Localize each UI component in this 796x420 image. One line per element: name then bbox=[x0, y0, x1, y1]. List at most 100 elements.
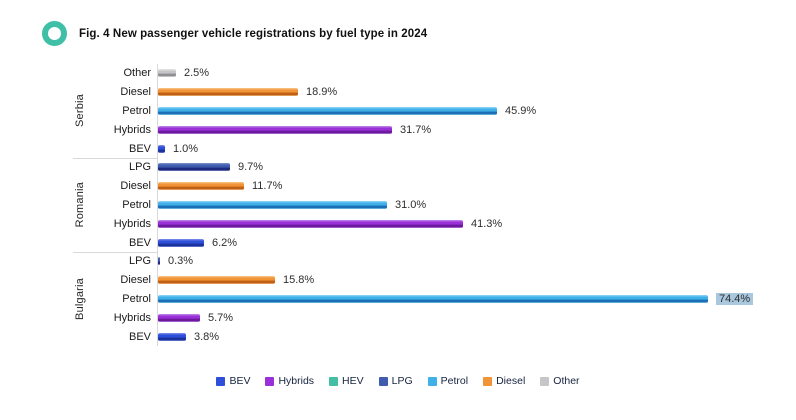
value-label: 18.9% bbox=[306, 86, 338, 99]
value-label: 5.7% bbox=[208, 311, 234, 324]
bar-serbia-bev bbox=[158, 144, 165, 153]
teal-ring-bullet-icon bbox=[42, 21, 67, 46]
legend-item-lpg: LPG bbox=[378, 375, 413, 387]
bar-track: 31.0% bbox=[157, 195, 774, 215]
country-label-text: Romania bbox=[74, 182, 86, 228]
bar-romania-lpg bbox=[158, 163, 230, 172]
bar-row: Petrol 74.4% bbox=[98, 289, 774, 309]
legend-swatch-bev bbox=[216, 376, 226, 386]
country-label-text: Serbia bbox=[74, 94, 86, 128]
bar-track: 1.0% bbox=[157, 139, 774, 158]
fuel-label: Petrol bbox=[122, 292, 151, 305]
legend-label: BEV bbox=[229, 375, 251, 387]
bar-row: Diesel 11.7% bbox=[98, 176, 774, 196]
bar-track: 11.7% bbox=[157, 176, 774, 196]
value-label: 41.3% bbox=[471, 217, 503, 230]
fuel-label: Diesel bbox=[120, 180, 151, 193]
fuel-label: BEV bbox=[128, 330, 151, 343]
bar-bulgaria-petrol bbox=[158, 294, 708, 303]
legend-swatch-other bbox=[540, 376, 550, 386]
bar-romania-bev bbox=[158, 238, 204, 247]
value-label: 11.7% bbox=[252, 180, 283, 193]
bar-bulgaria-bev bbox=[158, 332, 186, 341]
country-label-text: Bulgaria bbox=[74, 277, 86, 320]
bar-track: 45.9% bbox=[157, 101, 774, 121]
fuel-label: Other bbox=[123, 67, 151, 80]
bar-row: BEV 3.8% bbox=[98, 327, 774, 346]
country-group-romania: Romania LPG 9.7% Diesel 11.7% Petrol 31.0% Hybr… bbox=[62, 157, 774, 252]
bar-track: 6.2% bbox=[157, 233, 774, 252]
fuel-label: BEV bbox=[128, 236, 151, 249]
bar-row: LPG 9.7% bbox=[98, 157, 774, 177]
legend-label: Diesel bbox=[496, 375, 526, 387]
bar-track: 74.4% bbox=[157, 289, 774, 309]
bar-track: 31.7% bbox=[157, 120, 774, 140]
bar-romania-hybrids bbox=[158, 219, 463, 228]
fuel-label: LPG bbox=[128, 255, 151, 268]
country-group-serbia: Serbia Other 2.5% Diesel 18.9% Petrol 45.9% Hyb… bbox=[62, 64, 774, 158]
bar-track: 41.3% bbox=[157, 214, 774, 234]
value-label: 3.8% bbox=[194, 330, 220, 343]
bar-row: LPG 0.3% bbox=[98, 251, 774, 271]
bar-serbia-petrol bbox=[158, 106, 497, 115]
bar-romania-petrol bbox=[158, 200, 387, 209]
country-label: Serbia bbox=[62, 64, 98, 158]
bar-bulgaria-diesel bbox=[158, 276, 275, 285]
bar-serbia-other bbox=[158, 69, 176, 78]
bar-track: 15.8% bbox=[157, 270, 774, 290]
legend-item-diesel: Diesel bbox=[483, 375, 525, 387]
bar-serbia-hybrids bbox=[158, 125, 392, 134]
value-label: 9.7% bbox=[238, 161, 264, 174]
bar-row: Hybrids 5.7% bbox=[98, 308, 774, 328]
legend-label: Petrol bbox=[440, 375, 469, 387]
value-label: 1.0% bbox=[173, 142, 199, 155]
bar-row: BEV 1.0% bbox=[98, 139, 774, 158]
country-group-bulgaria: Bulgaria LPG 0.3% Diesel 15.8% Petrol 74.4% Hyb… bbox=[62, 251, 774, 346]
bar-chart: Serbia Other 2.5% Diesel 18.9% Petrol 45.9% Hyb… bbox=[62, 64, 774, 346]
bar-row: Petrol 31.0% bbox=[98, 195, 774, 215]
legend-item-other: Other bbox=[540, 375, 580, 387]
bar-row: Hybrids 31.7% bbox=[98, 120, 774, 140]
bar-row: Hybrids 41.3% bbox=[98, 214, 774, 234]
fuel-label: Petrol bbox=[122, 104, 151, 117]
legend-item-bev: BEV bbox=[216, 375, 250, 387]
bar-track: 0.3% bbox=[157, 251, 774, 271]
value-label: 31.0% bbox=[395, 198, 427, 211]
fuel-label: BEV bbox=[128, 142, 151, 155]
value-label: 15.8% bbox=[283, 274, 315, 287]
legend-swatch-lpg bbox=[378, 376, 388, 386]
legend-label: HEV bbox=[342, 375, 364, 387]
bar-track: 18.9% bbox=[157, 82, 774, 102]
value-label: 2.5% bbox=[184, 67, 210, 80]
legend-swatch-hybrids bbox=[265, 376, 275, 386]
legend-label: Other bbox=[553, 375, 580, 387]
value-label: 0.3% bbox=[168, 255, 194, 268]
fuel-label: Hybrids bbox=[113, 217, 151, 230]
bar-row: BEV 6.2% bbox=[98, 233, 774, 252]
legend-item-hybrids: Hybrids bbox=[265, 375, 314, 387]
fuel-label: Diesel bbox=[120, 274, 151, 287]
fuel-label: Petrol bbox=[122, 198, 151, 211]
group-rows: LPG 0.3% Diesel 15.8% Petrol 74.4% Hybrids 5.7%… bbox=[98, 251, 774, 346]
bar-bulgaria-hybrids bbox=[158, 313, 200, 322]
country-label: Bulgaria bbox=[62, 252, 98, 346]
country-label: Romania bbox=[62, 158, 98, 252]
value-label: 74.4% bbox=[716, 292, 754, 305]
bar-serbia-diesel bbox=[158, 88, 298, 97]
legend-swatch-diesel bbox=[483, 376, 493, 386]
legend-swatch-petrol bbox=[427, 376, 437, 386]
legend-item-hev: HEV bbox=[329, 375, 364, 387]
legend-swatch-hev bbox=[329, 376, 339, 386]
bar-row: Diesel 18.9% bbox=[98, 82, 774, 102]
bar-track: 2.5% bbox=[157, 64, 774, 83]
fuel-label: Hybrids bbox=[113, 123, 151, 136]
bar-bulgaria-lpg bbox=[158, 257, 160, 266]
chart-legend: BEV Hybrids HEV LPG Petrol Diesel Other bbox=[0, 375, 796, 387]
bar-track: 9.7% bbox=[157, 157, 774, 177]
bar-track: 5.7% bbox=[157, 308, 774, 328]
group-rows: LPG 9.7% Diesel 11.7% Petrol 31.0% Hybrids 41.3… bbox=[98, 157, 774, 252]
legend-label: LPG bbox=[391, 375, 413, 387]
value-label: 6.2% bbox=[212, 236, 238, 249]
group-rows: Other 2.5% Diesel 18.9% Petrol 45.9% Hybrids 31… bbox=[98, 64, 774, 158]
